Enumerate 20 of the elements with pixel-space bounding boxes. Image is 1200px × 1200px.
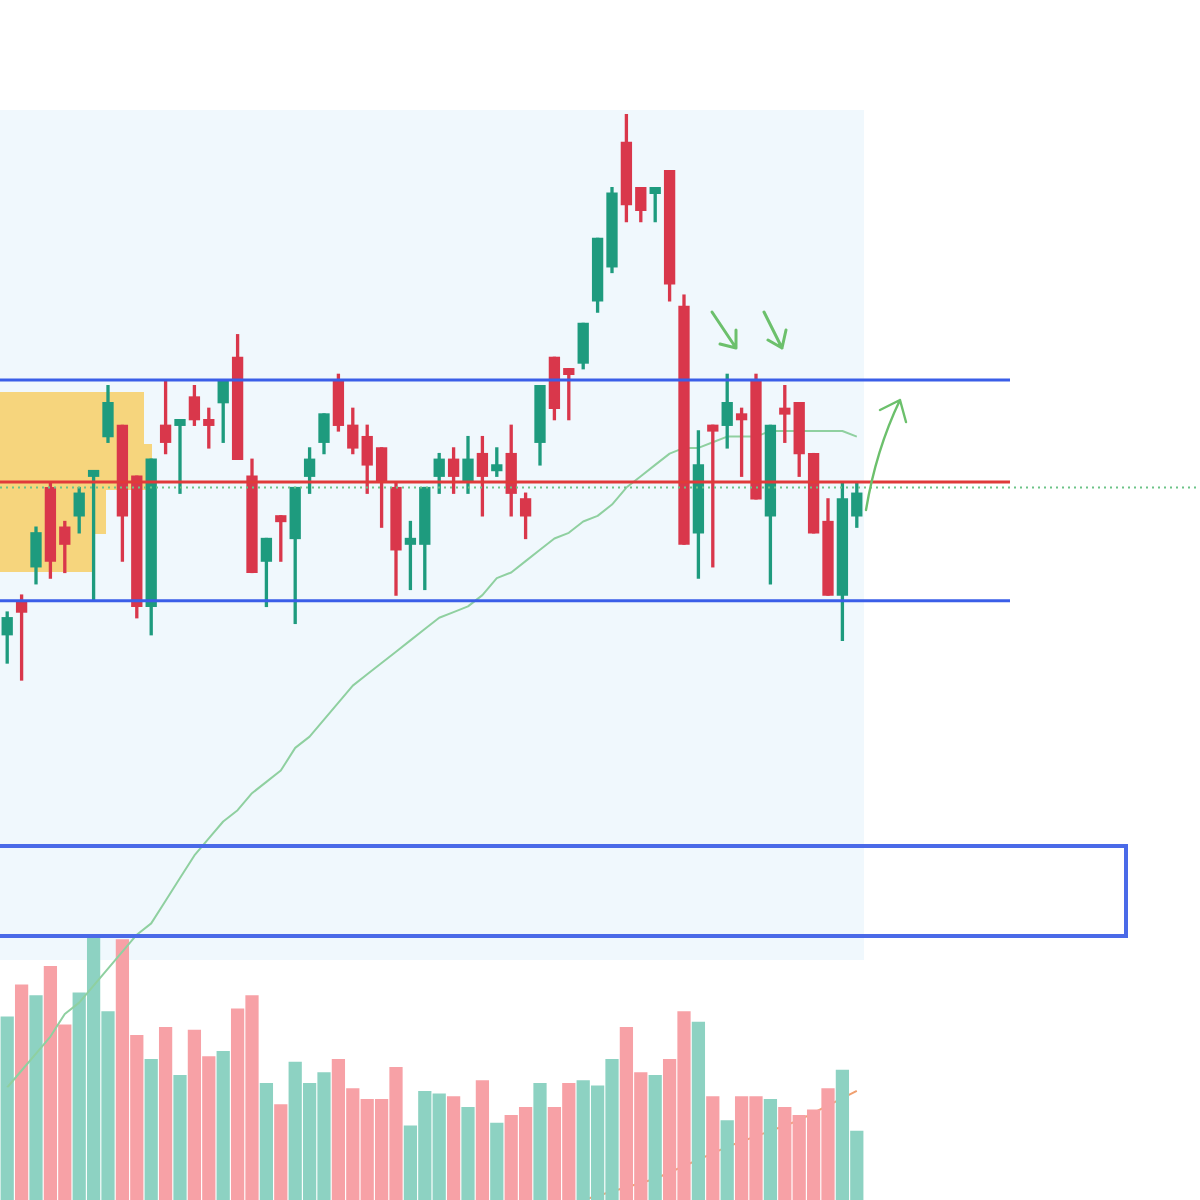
bar — [691, 1021, 706, 1200]
candlestick — [174, 418, 186, 494]
bar — [648, 1074, 662, 1200]
bar — [720, 1120, 734, 1200]
bar — [533, 1082, 547, 1200]
bar — [763, 1098, 778, 1200]
bar — [0, 1016, 14, 1200]
bar — [461, 1106, 475, 1200]
bar — [490, 1122, 504, 1200]
bar — [144, 1059, 158, 1200]
bar — [446, 1096, 461, 1200]
bar — [14, 984, 29, 1200]
bar — [158, 1027, 173, 1200]
bar — [475, 1080, 490, 1200]
bar — [173, 1074, 187, 1200]
bar — [259, 1082, 274, 1200]
bar — [29, 995, 43, 1200]
bar — [706, 1096, 720, 1200]
bar — [274, 1104, 288, 1200]
bar — [216, 1051, 230, 1200]
